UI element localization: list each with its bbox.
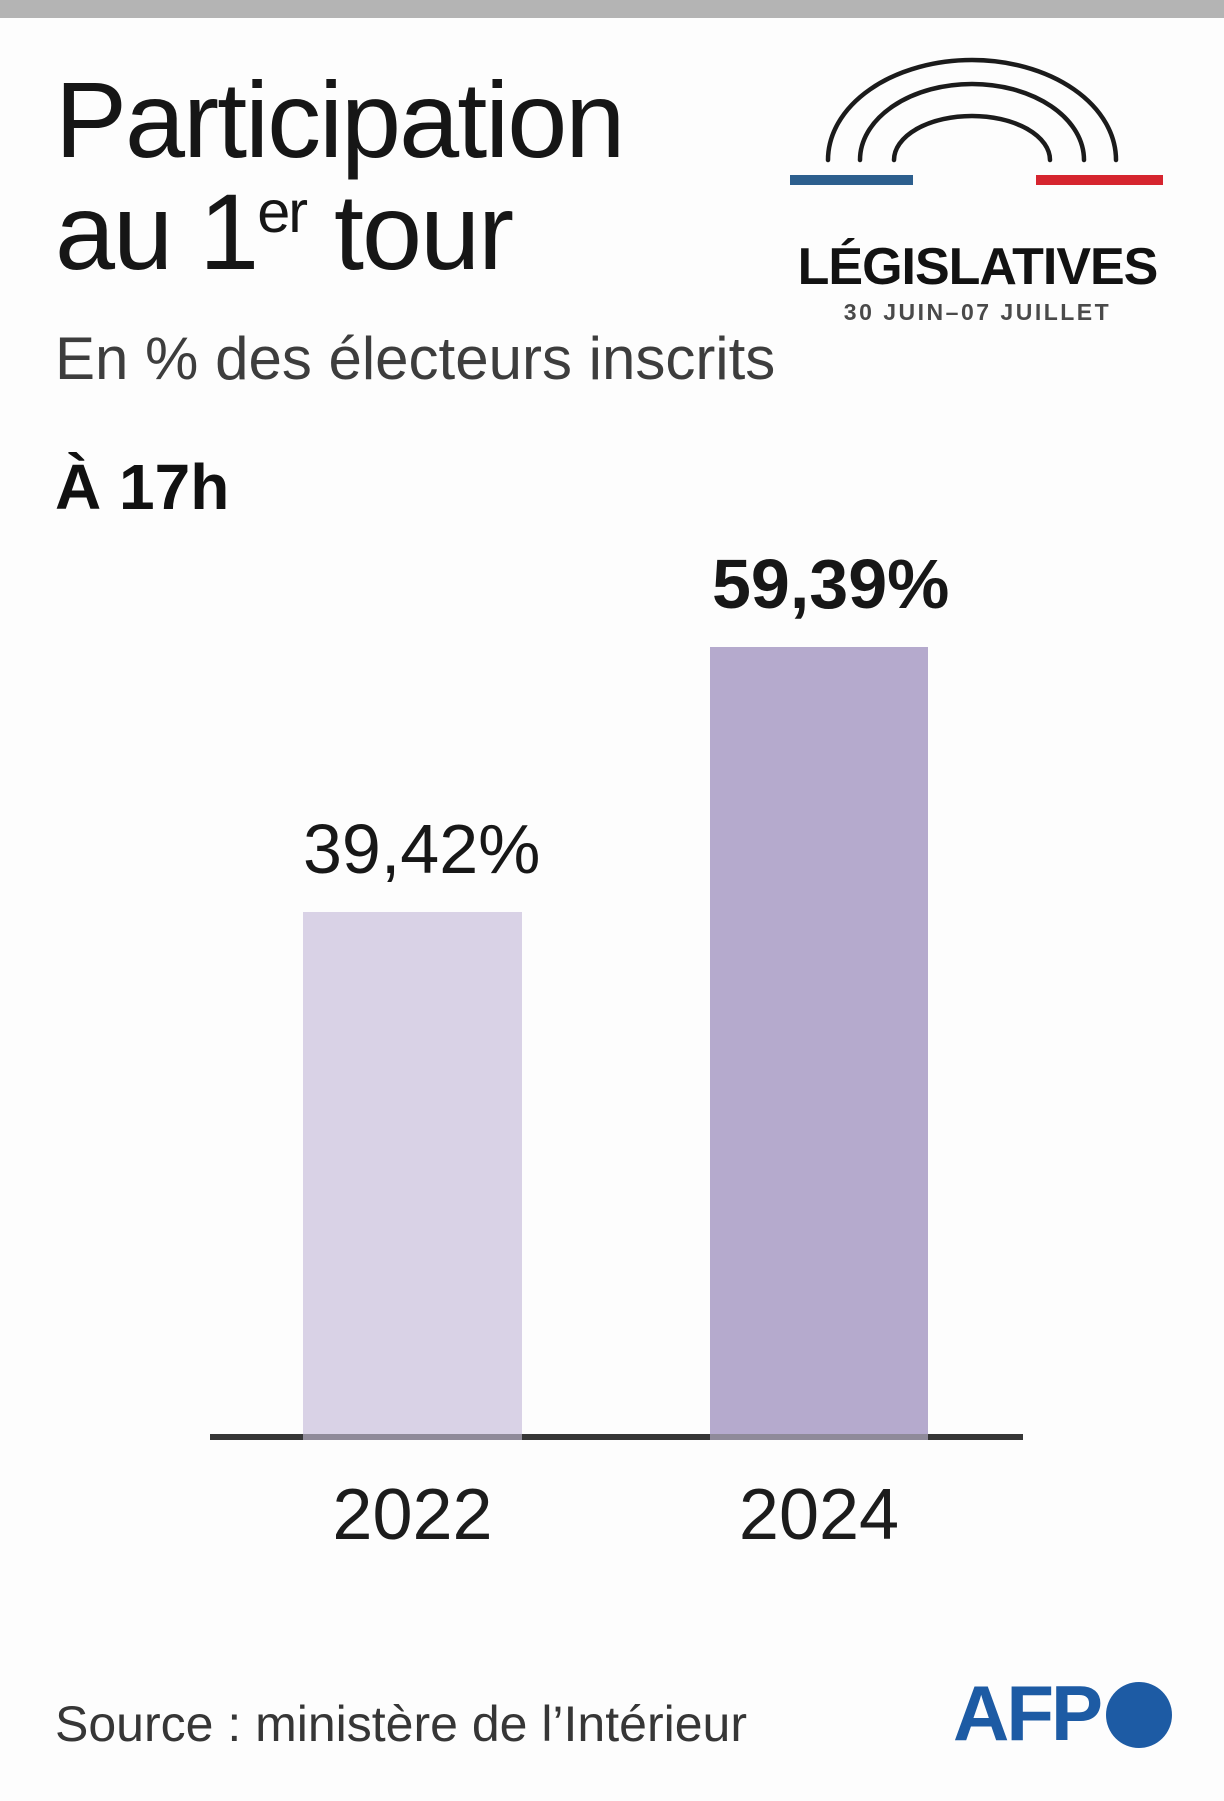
axis-line-under-bar-2022 xyxy=(303,1434,522,1440)
outer-arc xyxy=(825,57,1119,163)
afp-logo: AFP xyxy=(953,1672,1172,1754)
hemicycle-arcs-icon xyxy=(825,57,1119,163)
logo-blue-bar xyxy=(790,175,913,185)
middle-arc xyxy=(857,81,1087,163)
axis-line-right xyxy=(928,1434,1023,1440)
bar-2022 xyxy=(303,912,522,1434)
axis-line-left xyxy=(210,1434,303,1440)
logo-red-bar xyxy=(1036,175,1163,185)
afp-logo-text: AFP xyxy=(953,1669,1103,1757)
source-text: Source : ministère de l’Intérieur xyxy=(55,1696,747,1752)
category-label-2022: 2022 xyxy=(332,1475,493,1555)
category-label-2024: 2024 xyxy=(738,1475,900,1555)
axis-line-under-bar-2024 xyxy=(710,1434,928,1440)
page-title: Participation au 1er tour xyxy=(55,64,775,288)
value-label-2022: 39,42% xyxy=(303,810,541,888)
title-line-1: Participation xyxy=(55,59,625,180)
logo-title: LÉGISLATIVES xyxy=(797,238,1159,296)
afp-logo-circle-icon xyxy=(1106,1682,1172,1748)
inner-arc xyxy=(891,113,1053,163)
value-label-2024: 59,39% xyxy=(712,545,950,623)
title-line-2: au 1er tour xyxy=(55,171,514,292)
logo-dates: 30 JUIN–07 JUILLET xyxy=(843,299,1112,325)
time-annotation: À 17h xyxy=(55,451,230,523)
axis-line-middle xyxy=(522,1434,710,1440)
ordinal-superscript: er xyxy=(257,178,308,245)
top-decorative-bar xyxy=(0,0,1224,18)
chart-subtitle: En % des électeurs inscrits xyxy=(55,325,776,392)
legislatives-logo: LÉGISLATIVES 30 JUIN–07 JUILLET xyxy=(790,40,1165,325)
bar-2024 xyxy=(710,647,928,1434)
